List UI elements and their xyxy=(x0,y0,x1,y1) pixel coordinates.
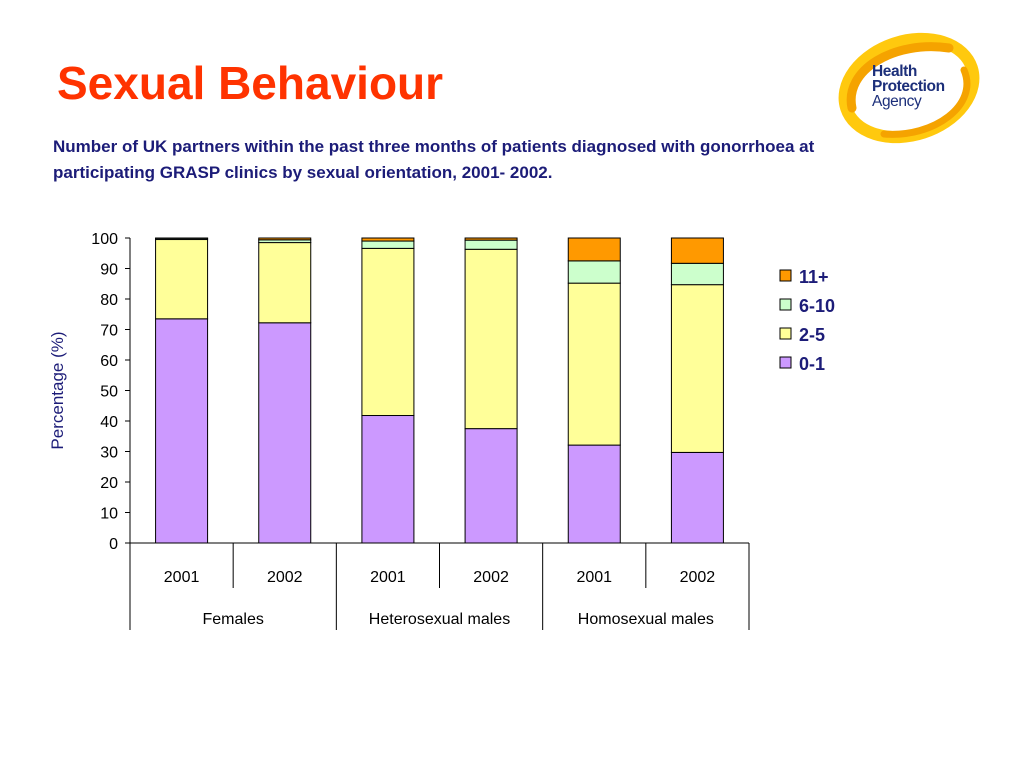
bar-segment-2-5 xyxy=(155,239,209,320)
x-tick-label: 2002 xyxy=(680,569,716,586)
bar-segment-2-5 xyxy=(258,242,312,324)
legend-label: 6-10 xyxy=(799,296,835,316)
hpa-logo-text: Health Protection Agency xyxy=(872,63,982,110)
legend-swatch-11+ xyxy=(779,269,792,282)
y-tick-label: 30 xyxy=(100,445,118,462)
bar-segment-0-1 xyxy=(670,451,724,544)
logo-line-1: Health xyxy=(872,63,917,80)
bar-segment-6-10 xyxy=(670,262,724,286)
bar-segment-0-1 xyxy=(567,444,621,544)
x-tick-label: 2001 xyxy=(576,569,612,586)
bar-segment-0-1 xyxy=(361,415,415,544)
legend-label: 2-5 xyxy=(799,325,825,345)
y-tick-label: 10 xyxy=(100,506,118,523)
y-tick-label: 40 xyxy=(100,414,118,431)
legend-label: 0-1 xyxy=(799,354,825,374)
bar-segment-2-5 xyxy=(670,284,724,453)
x-group-label: Heterosexual males xyxy=(369,611,510,628)
x-group-label: Homosexual males xyxy=(578,611,714,628)
hpa-logo-swoosh-icon xyxy=(838,32,980,144)
bar-segment-6-10 xyxy=(567,260,621,284)
bar-segment-2-5 xyxy=(361,247,415,417)
legend-label: 11+ xyxy=(799,267,829,287)
bar-segment-11+ xyxy=(258,237,312,241)
x-tick-label: 2001 xyxy=(370,569,406,586)
y-tick-label: 70 xyxy=(100,323,118,340)
y-tick-label: 50 xyxy=(100,384,118,401)
legend-swatch-0-1 xyxy=(779,356,792,369)
x-tick-label: 2002 xyxy=(473,569,509,586)
y-axis-title: Percentage (%) xyxy=(48,331,67,449)
bar-segment-11+ xyxy=(464,237,518,241)
x-tick-label: 2002 xyxy=(267,569,303,586)
y-tick-label: 80 xyxy=(100,292,118,309)
y-tick-label: 100 xyxy=(91,231,118,248)
legend-swatch-2-5 xyxy=(779,327,792,340)
bar-segment-11+ xyxy=(567,237,621,262)
y-tick-label: 90 xyxy=(100,262,118,279)
bar-segment-0-1 xyxy=(464,428,518,544)
y-tick-label: 60 xyxy=(100,353,118,370)
chart-subtitle: Number of UK partners within the past th… xyxy=(53,137,815,182)
y-tick-label: 0 xyxy=(109,536,118,553)
logo-line-3: Agency xyxy=(872,93,922,110)
y-tick-label: 20 xyxy=(100,475,118,492)
bar-segment-0-1 xyxy=(155,318,209,544)
x-tick-label: 2001 xyxy=(164,569,200,586)
legend-swatch-6-10 xyxy=(779,298,792,311)
bar-segment-0-1 xyxy=(258,322,312,544)
slide-title: Sexual Behaviour xyxy=(57,57,444,109)
bar-segment-2-5 xyxy=(464,248,518,430)
bar-segment-6-10 xyxy=(361,240,415,249)
bar-segment-2-5 xyxy=(567,282,621,446)
bar-segment-11+ xyxy=(670,237,724,264)
bar-segment-11+ xyxy=(361,237,415,242)
x-group-label: Females xyxy=(202,611,263,628)
logo-line-2: Protection xyxy=(872,78,945,95)
bar-segment-6-10 xyxy=(464,239,518,250)
